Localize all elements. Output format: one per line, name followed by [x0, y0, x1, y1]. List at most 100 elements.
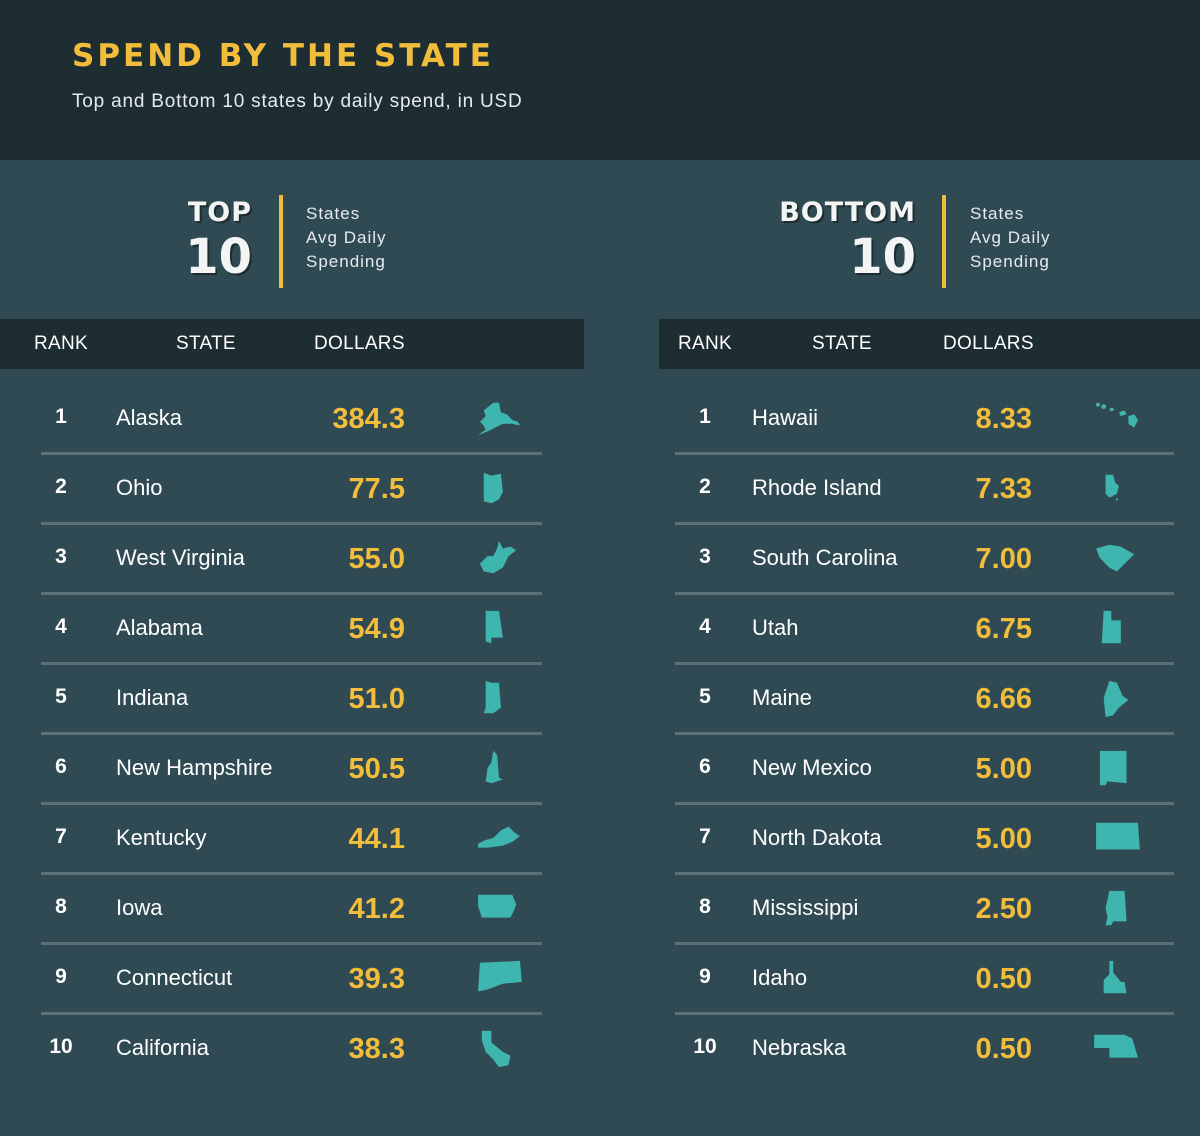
state-cell: New Mexico	[752, 755, 872, 780]
row-divider	[675, 522, 1174, 525]
dollars-cell: 2.50	[975, 893, 1032, 925]
dollars-cell: 5.00	[975, 753, 1032, 785]
dollars-cell: 7.33	[975, 473, 1032, 505]
state-cell: Indiana	[116, 685, 189, 710]
table-row: 1 Hawaii 8.33	[675, 383, 1174, 455]
table-row: 9 Idaho 0.50	[675, 943, 1174, 1015]
dollars-cell: 77.5	[348, 473, 405, 505]
top-panel-heading: TOP 10 States Avg Daily Spending	[0, 195, 590, 290]
row-divider	[675, 802, 1174, 805]
dollars-cell: 51.0	[348, 683, 405, 715]
top-heading-number: 10	[185, 229, 252, 285]
top-desc-line: States	[306, 204, 361, 223]
row-divider	[41, 522, 542, 525]
rank-cell: 3	[55, 545, 67, 568]
dollars-cell: 384.3	[332, 403, 405, 435]
table-row: 6 New Mexico 5.00	[675, 733, 1174, 805]
table-row: 3 South Carolina 7.00	[675, 523, 1174, 595]
column-header-rank: RANK	[678, 333, 732, 354]
column-header-state: STATE	[812, 333, 872, 354]
row-divider	[675, 452, 1174, 455]
state-cell: Kentucky	[116, 825, 207, 850]
state-cell: North Dakota	[752, 825, 882, 850]
bottom-heading: BOTTOM 10	[760, 195, 916, 283]
rank-cell: 7	[699, 825, 711, 848]
rhode-island-icon	[1089, 469, 1145, 509]
column-header-dollars: DOLLARS	[943, 333, 1034, 354]
top-heading-word: TOP	[187, 197, 252, 228]
rank-cell: 1	[55, 405, 67, 428]
table-row: 10 California 38.3	[41, 1013, 542, 1083]
dollars-cell: 6.75	[975, 613, 1032, 645]
rank-cell: 7	[55, 825, 67, 848]
row-divider	[41, 942, 542, 945]
row-divider	[675, 872, 1174, 875]
state-cell: Hawaii	[752, 405, 819, 430]
bottom-desc-line: States	[970, 204, 1025, 223]
top-heading: TOP 10	[150, 195, 252, 283]
state-cell: California	[116, 1035, 209, 1060]
maine-icon	[1089, 679, 1145, 719]
column-header-dollars: DOLLARS	[314, 333, 405, 354]
dollars-cell: 0.50	[975, 963, 1032, 995]
row-divider	[41, 802, 542, 805]
state-cell: South Carolina	[752, 545, 898, 570]
state-cell: Alabama	[116, 615, 203, 640]
table-row: 7 North Dakota 5.00	[675, 803, 1174, 875]
rank-cell: 9	[55, 965, 67, 988]
table-row: 4 Alabama 54.9	[41, 593, 542, 665]
table-row: 10 Nebraska 0.50	[675, 1013, 1174, 1083]
top-heading-divider	[279, 195, 283, 288]
row-divider	[41, 662, 542, 665]
rank-cell: 9	[699, 965, 711, 988]
row-divider	[675, 732, 1174, 735]
top-table-header: RANK STATE DOLLARS	[0, 319, 584, 369]
state-cell: Rhode Island	[752, 475, 882, 500]
rank-cell: 6	[699, 755, 711, 778]
dollars-cell: 55.0	[348, 543, 405, 575]
table-row: 8 Mississippi 2.50	[675, 873, 1174, 945]
column-header-state: STATE	[176, 333, 236, 354]
rank-cell: 2	[55, 475, 67, 498]
ohio-icon	[471, 469, 527, 509]
state-cell: Maine	[752, 685, 812, 710]
row-divider	[41, 452, 542, 455]
row-divider	[675, 1012, 1174, 1015]
state-cell: Ohio	[116, 475, 163, 500]
dollars-cell: 0.50	[975, 1033, 1032, 1065]
table-row: 3 West Virginia 55.0	[41, 523, 542, 595]
dollars-cell: 5.00	[975, 823, 1032, 855]
state-cell: Iowa	[116, 895, 163, 920]
table-row: 1 Alaska 384.3	[41, 383, 542, 455]
new-mexico-icon	[1089, 749, 1145, 789]
column-header-rank: RANK	[34, 333, 88, 354]
state-cell: Connecticut	[116, 965, 233, 990]
state-cell: Nebraska	[752, 1035, 847, 1060]
state-cell: Alaska	[116, 405, 183, 430]
south-carolina-icon	[1089, 539, 1145, 579]
state-cell: West Virginia	[116, 545, 245, 570]
table-row: 2 Ohio 77.5	[41, 453, 542, 525]
nebraska-icon	[1089, 1029, 1145, 1069]
rank-cell: 2	[699, 475, 711, 498]
mississippi-icon	[1089, 889, 1145, 929]
dollars-cell: 54.9	[348, 613, 405, 645]
state-cell: New Hampshire	[116, 755, 273, 780]
dollars-cell: 44.1	[348, 823, 405, 855]
table-row: 5 Indiana 51.0	[41, 663, 542, 735]
rank-cell: 4	[699, 615, 711, 638]
rank-cell: 1	[699, 405, 711, 428]
rank-cell: 8	[699, 895, 711, 918]
rank-cell: 8	[55, 895, 67, 918]
dollars-cell: 7.00	[975, 543, 1032, 575]
table-row: 4 Utah 6.75	[675, 593, 1174, 665]
rank-cell: 10	[49, 1035, 73, 1058]
rank-cell: 4	[55, 615, 67, 638]
table-row: 6 New Hampshire 50.5	[41, 733, 542, 805]
rank-cell: 5	[55, 685, 67, 708]
alabama-icon	[471, 609, 527, 649]
bottom-desc-line: Spending	[970, 252, 1050, 271]
bottom-heading-description: States Avg Daily Spending	[970, 202, 1051, 274]
rank-cell: 10	[693, 1035, 717, 1058]
top-desc-line: Spending	[306, 252, 386, 271]
